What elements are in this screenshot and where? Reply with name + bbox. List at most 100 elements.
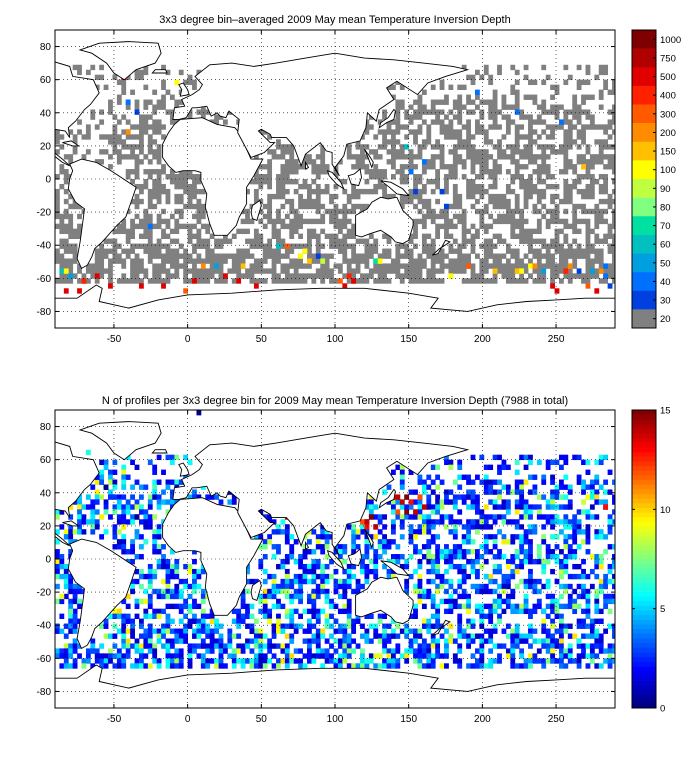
bin (271, 218, 277, 225)
bin (505, 243, 511, 249)
bin (161, 134, 166, 140)
bin (607, 154, 613, 160)
bin (581, 154, 586, 160)
bin (169, 479, 175, 485)
bin (324, 573, 330, 580)
bin (448, 598, 454, 605)
bin (377, 638, 383, 644)
bin (563, 568, 569, 575)
bin (470, 149, 476, 155)
bin (528, 248, 533, 254)
bin (541, 638, 547, 644)
coastline (326, 169, 345, 191)
bin (545, 169, 551, 175)
bin (439, 514, 445, 520)
bin (466, 154, 471, 160)
bin (404, 109, 410, 115)
bin (192, 258, 197, 264)
bin (147, 233, 153, 239)
bin (311, 578, 317, 585)
bin (245, 273, 250, 279)
bin (63, 593, 69, 600)
bin (559, 243, 564, 249)
bin (523, 559, 529, 565)
bin (603, 549, 609, 555)
bin (307, 203, 312, 210)
colorbar-segment (632, 503, 656, 509)
bin (386, 633, 392, 639)
bin (559, 633, 564, 639)
bin (130, 519, 135, 525)
bin (121, 504, 127, 510)
bin (227, 643, 233, 649)
bin (554, 84, 560, 90)
colorbar-segment (632, 698, 656, 704)
bin (147, 578, 153, 585)
bin (444, 459, 449, 466)
bin (594, 603, 600, 610)
bin (276, 179, 281, 185)
bin (430, 524, 436, 530)
bin (470, 638, 476, 644)
bin (116, 608, 122, 615)
bin (364, 549, 370, 555)
bin (510, 278, 516, 284)
bin (112, 529, 118, 535)
bin (152, 124, 158, 130)
bin (280, 623, 286, 629)
bin (165, 613, 171, 619)
bin (346, 608, 352, 615)
bin (607, 653, 613, 659)
bin (435, 583, 441, 590)
bin (315, 618, 321, 624)
bin (532, 183, 538, 190)
bin (585, 613, 591, 619)
bin (267, 253, 273, 259)
bin (581, 253, 586, 259)
bin (497, 124, 502, 130)
bin (541, 278, 547, 284)
bin (488, 499, 494, 505)
data-bin (576, 638, 582, 644)
bin (514, 623, 520, 629)
data-bin (572, 603, 578, 610)
bin (271, 593, 277, 600)
bin (612, 159, 615, 165)
y-tick-label: -60 (37, 654, 52, 665)
bin (156, 638, 162, 644)
bin (236, 633, 242, 639)
bin (559, 149, 564, 155)
colorbar-tick-label: 20 (660, 314, 671, 325)
bin (510, 268, 516, 274)
data-bin (342, 628, 348, 634)
bin (276, 628, 281, 634)
bin (368, 174, 374, 180)
bin (382, 638, 387, 644)
bin (501, 134, 507, 140)
bin (293, 593, 299, 600)
bin (231, 253, 237, 259)
bin (607, 578, 613, 585)
bin (408, 233, 414, 239)
bin (121, 509, 127, 515)
bin (426, 179, 432, 185)
bin (94, 159, 100, 165)
bin (236, 258, 242, 264)
bin (444, 653, 449, 659)
bin (289, 228, 295, 235)
bin (475, 603, 480, 610)
bin (497, 568, 502, 575)
bin (165, 69, 171, 76)
bin (342, 208, 348, 215)
bin (324, 169, 330, 175)
bin (364, 248, 370, 254)
bin (293, 164, 299, 170)
bin (245, 213, 250, 220)
bin (532, 238, 538, 244)
bin (298, 588, 303, 595)
bin (116, 223, 122, 230)
bin (139, 554, 144, 560)
colorbar-segment (632, 470, 656, 476)
bin (99, 273, 105, 279)
bin (302, 218, 308, 225)
